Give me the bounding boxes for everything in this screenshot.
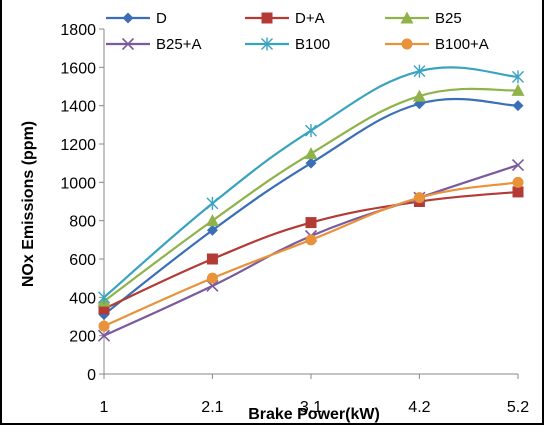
data-point-b100-plus-a bbox=[206, 272, 218, 284]
data-point-b25 bbox=[511, 83, 525, 96]
y-tick-label: 1000 bbox=[60, 175, 96, 192]
x-tick-label: 3.1 bbox=[300, 399, 322, 416]
legend: D D+A B25 B25+A B100 B100+A bbox=[106, 10, 489, 53]
series-b100 bbox=[98, 64, 524, 304]
x-tick-label: 2.1 bbox=[201, 399, 223, 416]
data-point-d-plus-a bbox=[206, 253, 218, 265]
x-tick-label: 1 bbox=[100, 399, 109, 416]
y-tick-label: 600 bbox=[69, 252, 96, 269]
legend-swatch-marker bbox=[261, 37, 273, 51]
x-axis: 1 2.1 3.1 4.2 5.2 bbox=[100, 373, 529, 416]
data-point-b100 bbox=[413, 64, 426, 78]
data-point-b100-plus-a bbox=[413, 192, 425, 204]
y-tick-label: 1400 bbox=[60, 99, 96, 116]
legend-item-b25: B25 bbox=[385, 10, 462, 27]
legend-swatch-marker bbox=[121, 37, 135, 51]
data-point-b25-plus-a bbox=[511, 159, 525, 172]
legend-swatch-marker bbox=[122, 12, 134, 24]
y-tick-label: 400 bbox=[69, 290, 96, 307]
x-tick-label: 4.2 bbox=[408, 399, 430, 416]
legend-item-b100: B100 bbox=[245, 36, 330, 53]
y-tick-label: 0 bbox=[87, 367, 96, 384]
y-axis-title: NOx Emissions (ppm) bbox=[20, 121, 37, 287]
data-point-b25 bbox=[205, 214, 219, 227]
data-point-d bbox=[206, 224, 218, 236]
legend-swatch-marker bbox=[261, 12, 273, 24]
legend-label: D+A bbox=[295, 10, 325, 27]
series-d bbox=[98, 97, 524, 321]
legend-label: D bbox=[156, 10, 167, 27]
x-axis-title: Brake Power(kW) bbox=[248, 406, 380, 423]
legend-swatch-marker bbox=[400, 11, 414, 24]
legend-item-d: D bbox=[106, 10, 167, 27]
data-point-b100 bbox=[98, 290, 110, 304]
series-b25 bbox=[97, 83, 525, 307]
data-point-d-plus-a bbox=[98, 303, 110, 315]
y-tick-label: 1800 bbox=[60, 22, 96, 39]
y-tick-label: 1200 bbox=[60, 137, 96, 154]
legend-item-b100-plus-a: B100+A bbox=[385, 36, 489, 53]
series-d-plus-a bbox=[98, 186, 524, 315]
legend-label: B100+A bbox=[435, 36, 489, 53]
data-point-d-plus-a bbox=[305, 217, 317, 229]
legend-item-d-plus-a: D+A bbox=[245, 10, 325, 27]
x-tick-label: 5.2 bbox=[507, 399, 529, 416]
data-point-d bbox=[305, 157, 317, 169]
legend-label: B100 bbox=[295, 36, 330, 53]
series-b25-plus-a bbox=[97, 159, 525, 342]
data-point-b100 bbox=[512, 70, 524, 84]
y-axis: 0 200 400 600 800 1000 1200 1400 1600 1800 bbox=[60, 22, 105, 384]
series-b100-plus-a bbox=[98, 176, 524, 332]
y-tick-label: 1600 bbox=[60, 60, 96, 77]
series-line-b25 bbox=[103, 87, 519, 303]
legend-label: B25+A bbox=[156, 36, 201, 53]
data-point-b100 bbox=[305, 124, 317, 138]
y-tick-label: 800 bbox=[69, 214, 96, 231]
data-point-b25 bbox=[304, 147, 318, 160]
data-point-d-plus-a bbox=[512, 186, 524, 198]
series-line-d-plus-a bbox=[103, 190, 519, 310]
data-point-d bbox=[512, 100, 524, 112]
legend-item-b25-plus-a: B25+A bbox=[106, 36, 201, 53]
y-tick-label: 200 bbox=[69, 329, 96, 346]
data-point-b100-plus-a bbox=[305, 234, 317, 246]
data-point-b100 bbox=[206, 196, 219, 210]
legend-label: B25 bbox=[435, 10, 462, 27]
data-point-b100-plus-a bbox=[98, 320, 110, 332]
data-point-b100-plus-a bbox=[512, 176, 524, 188]
series-line-b100 bbox=[103, 66, 519, 299]
data-point-b25-plus-a bbox=[97, 329, 111, 342]
series-lines bbox=[97, 64, 525, 342]
data-point-b25 bbox=[412, 89, 426, 102]
legend-swatch-marker bbox=[401, 38, 413, 50]
